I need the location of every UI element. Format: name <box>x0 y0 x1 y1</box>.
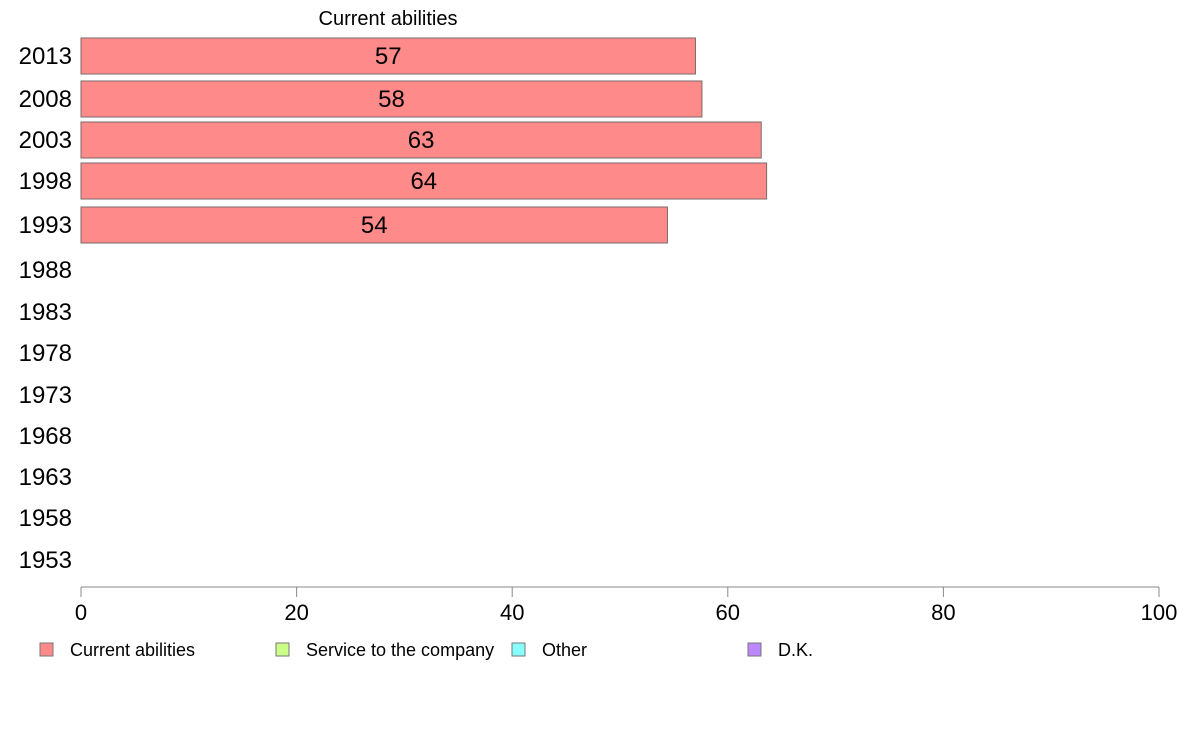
x-tick-label: 80 <box>931 600 955 625</box>
legend-label: Current abilities <box>70 640 195 660</box>
category-labels: 2013 2008 2003 1998 1993 1988 1983 1978 1973 1968… <box>19 43 72 574</box>
category-label: 1983 <box>19 299 72 326</box>
x-tick-label: 0 <box>75 600 87 625</box>
x-tick-label: 20 <box>284 600 308 625</box>
category-label: 2013 <box>19 43 72 70</box>
x-tick-label: 100 <box>1141 600 1178 625</box>
legend: Current abilities Service to the company O… <box>39 640 813 660</box>
bar-value-label: 57 <box>375 43 402 70</box>
bar <box>80 162 768 200</box>
legend-swatch <box>275 642 290 657</box>
chart-title: Current abilities <box>319 8 458 30</box>
bar <box>80 80 703 118</box>
legend-swatch <box>39 642 54 657</box>
category-label: 1973 <box>19 382 72 409</box>
bar <box>80 121 762 159</box>
bar-value-label: 58 <box>378 86 405 113</box>
category-label: 1958 <box>19 505 72 532</box>
category-label: 1978 <box>19 340 72 367</box>
category-label: 2003 <box>19 127 72 154</box>
legend-swatch <box>747 642 762 657</box>
legend-label: Service to the company <box>306 640 494 660</box>
x-axis: 0 20 40 60 80 100 <box>75 586 1178 625</box>
category-label: 1988 <box>19 257 72 284</box>
bar-value-label: 54 <box>361 212 388 239</box>
bar-value-label: 64 <box>410 168 437 195</box>
bar-value-label: 63 <box>408 127 435 154</box>
category-label: 2008 <box>19 86 72 113</box>
legend-label: Other <box>542 640 587 660</box>
bar <box>80 37 696 75</box>
category-label: 1963 <box>19 464 72 491</box>
category-label: 1993 <box>19 212 72 239</box>
legend-swatch <box>511 642 526 657</box>
category-label: 1953 <box>19 547 72 574</box>
legend-label: D.K. <box>778 640 813 660</box>
category-label: 1968 <box>19 423 72 450</box>
x-tick-label: 40 <box>500 600 524 625</box>
bar <box>80 206 668 244</box>
x-tick-label: 60 <box>716 600 740 625</box>
category-label: 1998 <box>19 168 72 195</box>
